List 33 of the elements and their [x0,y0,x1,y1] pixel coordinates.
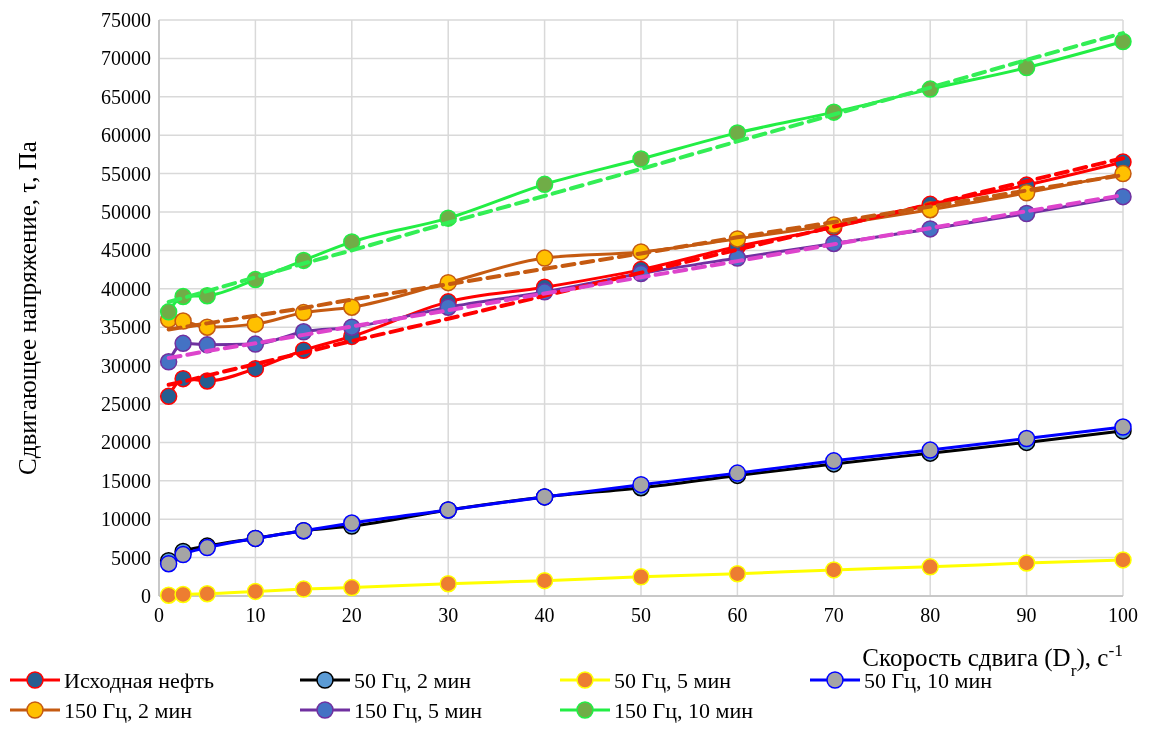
legend-label: 150 Гц, 5 мин [354,697,483,723]
y-tick-label: 50000 [101,201,151,223]
y-tick-label: 60000 [101,124,151,147]
x-tick-label: 40 [534,604,555,626]
y-tick-label: 20000 [101,431,151,454]
y-tick-label: 75000 [101,9,151,31]
y-tick-label: 35000 [101,316,151,339]
y-tick-label: 0 [141,585,151,607]
x-tick-label: 30 [438,604,459,626]
y-tick-label: 10000 [101,508,151,531]
legend-label: 50 Гц, 2 мин [354,667,472,693]
legend-label: 150 Гц, 2 мин [64,697,193,723]
y-tick-label: 5000 [111,546,151,569]
y-tick-label: 25000 [101,393,151,415]
x-tick-label: 100 [1108,604,1138,626]
x-tick-label: 80 [920,604,941,626]
x-tick-label: 60 [727,604,748,626]
x-tick-label: 10 [245,604,266,626]
y-tick-label: 15000 [101,469,151,492]
x-tick-label: 50 [631,604,651,626]
y-tick-label: 70000 [101,47,151,70]
x-tick-label: 20 [341,604,362,626]
legend-label: 150 Гц, 10 мин [614,697,754,723]
x-tick-label: 90 [1016,604,1037,626]
y-axis-title: Сдвигающее напряжение, τ, Па [14,141,41,475]
y-tick-label: 45000 [101,239,151,262]
x-tick-label: 70 [823,604,844,626]
legend-label: Исходная нефть [64,667,214,693]
y-tick-label: 30000 [101,354,151,377]
y-tick-label: 55000 [101,162,151,185]
legend-label: 50 Гц, 5 мин [614,667,732,693]
y-tick-label: 65000 [101,85,151,108]
y-tick-label: 40000 [101,277,151,300]
